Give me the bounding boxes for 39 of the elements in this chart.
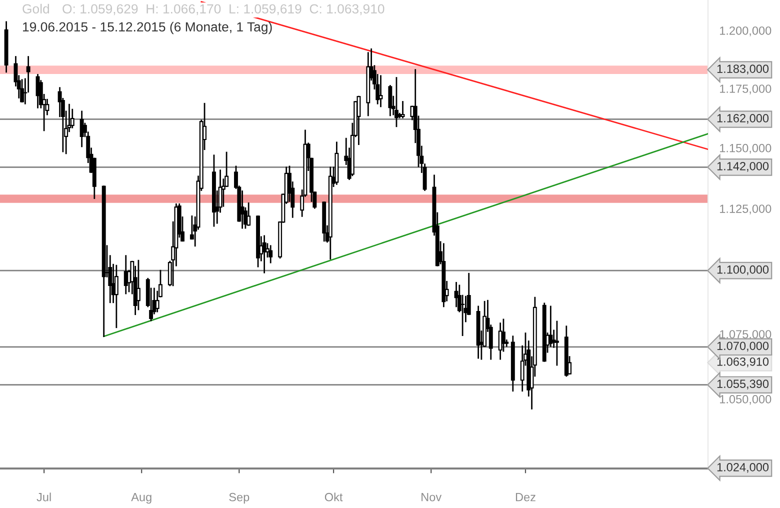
ref-line-label: 1.142,000 xyxy=(717,162,769,172)
candlestick xyxy=(400,101,405,118)
y-tick-label: 1.150,000 xyxy=(720,144,772,154)
y-tick-label: 1.200,000 xyxy=(720,26,772,36)
candlestick xyxy=(262,235,266,274)
annotation: 19.06.2015 - 15.12.2015 (6 Monate, 1 Tag) xyxy=(23,22,272,34)
ref-line-label: 1.055,390 xyxy=(717,380,769,390)
x-tick-label: Jul xyxy=(36,492,51,502)
ref-line-label: 1.024,000 xyxy=(717,463,769,473)
ref-line-label: 1.100,000 xyxy=(717,265,769,276)
x-tick-label: Dez xyxy=(516,493,536,502)
text: 1.063,910 xyxy=(717,357,769,368)
candlestick xyxy=(356,96,361,145)
chart-subtitle: O: 1.059,629 H: 1.066,170 L: 1.059,619 C: 1.063,910 xyxy=(62,4,384,16)
y-tick-label: 1.175,000 xyxy=(720,84,772,94)
candlestick xyxy=(501,318,506,352)
candlestick xyxy=(388,85,392,116)
candlestick xyxy=(378,75,383,108)
candlestick xyxy=(136,260,140,310)
y-tick-label: 1.125,000 xyxy=(720,204,772,214)
ref-line-label: 1.183,000 xyxy=(717,64,769,74)
x-tick-label: Nov xyxy=(422,493,442,502)
x-tick-label: Sep xyxy=(229,492,250,504)
ref-line-label: 1.070,000 xyxy=(717,342,769,352)
candlestick xyxy=(460,294,465,336)
candlestick xyxy=(20,79,24,102)
candlestick xyxy=(246,202,251,226)
chart-title: Gold xyxy=(22,4,50,14)
candlestick xyxy=(394,77,398,128)
candlestick xyxy=(80,110,84,148)
x-tick-label: Aug xyxy=(131,493,152,504)
ref-line-label: 1.162,000 xyxy=(717,114,769,124)
candlestick xyxy=(268,245,273,264)
x-tick-label: Okt xyxy=(324,492,343,502)
y-tick-label: 1.050,000 xyxy=(720,395,772,405)
y-tick-label: 1.075,000 xyxy=(720,330,772,340)
candlestick xyxy=(548,306,553,347)
candlestick xyxy=(114,264,118,328)
candlestick xyxy=(554,320,559,366)
